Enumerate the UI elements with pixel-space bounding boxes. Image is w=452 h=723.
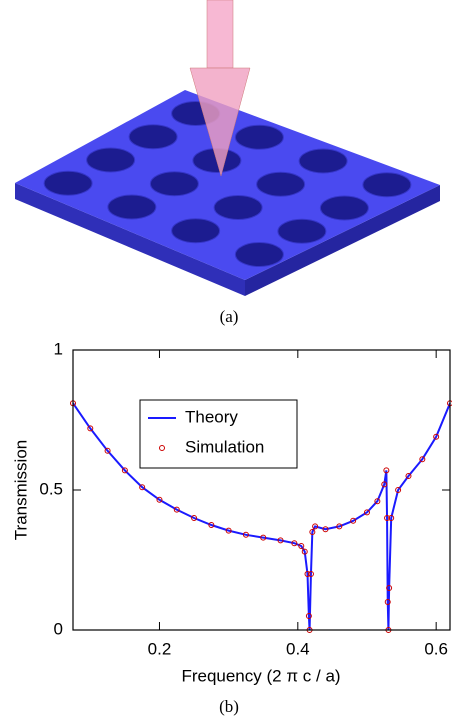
y-tick-label: 0.5: [39, 479, 63, 498]
caption: (a): [220, 307, 239, 326]
hole: [44, 171, 92, 195]
plot-frame: [73, 350, 450, 630]
hole: [299, 149, 347, 173]
x-tick-label: 0.2: [148, 639, 172, 658]
hole: [150, 172, 198, 196]
hole: [257, 172, 305, 196]
x-tick-label: 0.6: [424, 639, 448, 658]
x-axis-label: Frequency (2 π c / a): [181, 666, 340, 685]
x-tick-label: 0.4: [286, 639, 310, 658]
arrow-shaft: [207, 0, 233, 68]
hole: [129, 125, 177, 149]
hole: [235, 125, 283, 149]
figure: (a) (b) Frequency (2 π c / a) Transmissi…: [0, 0, 452, 723]
page: (a) (b) Frequency (2 π c / a) Transmissi…: [0, 0, 452, 723]
legend-label: Theory: [185, 407, 238, 426]
hole: [320, 196, 368, 220]
y-tick-label: 1: [54, 339, 63, 358]
caption: (b): [219, 697, 239, 716]
hole: [87, 148, 135, 172]
hole: [235, 243, 283, 267]
y-tick-label: 0: [54, 619, 63, 638]
slab-illustration: [15, 0, 440, 296]
hole: [172, 219, 220, 243]
hole: [108, 195, 156, 219]
plot: 0.2 0.4 0.6 0 0.5 1 Theory Simulation: [39, 339, 452, 658]
legend-label: Simulation: [185, 437, 264, 456]
hole: [214, 196, 262, 220]
hole: [363, 173, 411, 197]
y-axis-label: Transmission: [11, 440, 30, 540]
hole: [278, 219, 326, 243]
